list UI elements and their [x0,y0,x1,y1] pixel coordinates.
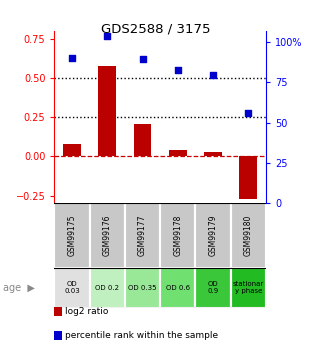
Bar [204,152,222,156]
Text: GSM99179: GSM99179 [209,215,217,256]
Bar [160,204,195,268]
Point [175,68,180,73]
Text: OD
0.03: OD 0.03 [64,281,80,294]
Bar [54,204,90,268]
Text: GDS2588 / 3175: GDS2588 / 3175 [101,22,210,36]
Text: log2 ratio: log2 ratio [65,307,109,316]
Bar [134,124,151,156]
Bar [125,268,160,308]
Bar [125,204,160,268]
Bar [195,268,231,308]
Text: OD 0.35: OD 0.35 [128,285,157,291]
Bar [99,66,116,156]
Text: age  ▶: age ▶ [3,283,35,293]
Text: stationar
y phase: stationar y phase [233,281,264,294]
Bar [63,144,81,156]
Text: GSM99178: GSM99178 [173,215,182,256]
Bar [231,204,266,268]
Text: OD
0.9: OD 0.9 [207,281,219,294]
Bar [90,268,125,308]
Bar [54,268,90,308]
Point [211,72,216,78]
Point [105,33,110,39]
Text: OD 0.2: OD 0.2 [95,285,119,291]
Point [246,110,251,115]
Point [140,57,145,62]
Text: GSM99176: GSM99176 [103,215,112,256]
Text: GSM99180: GSM99180 [244,215,253,256]
Text: GSM99177: GSM99177 [138,215,147,256]
Bar [239,156,257,199]
Bar [160,268,195,308]
Text: percentile rank within the sample: percentile rank within the sample [65,332,218,341]
Bar [231,268,266,308]
Bar [169,150,187,156]
Bar [90,204,125,268]
Point [70,55,75,60]
Text: GSM99175: GSM99175 [67,215,77,256]
Text: OD 0.6: OD 0.6 [166,285,190,291]
Bar [195,204,231,268]
